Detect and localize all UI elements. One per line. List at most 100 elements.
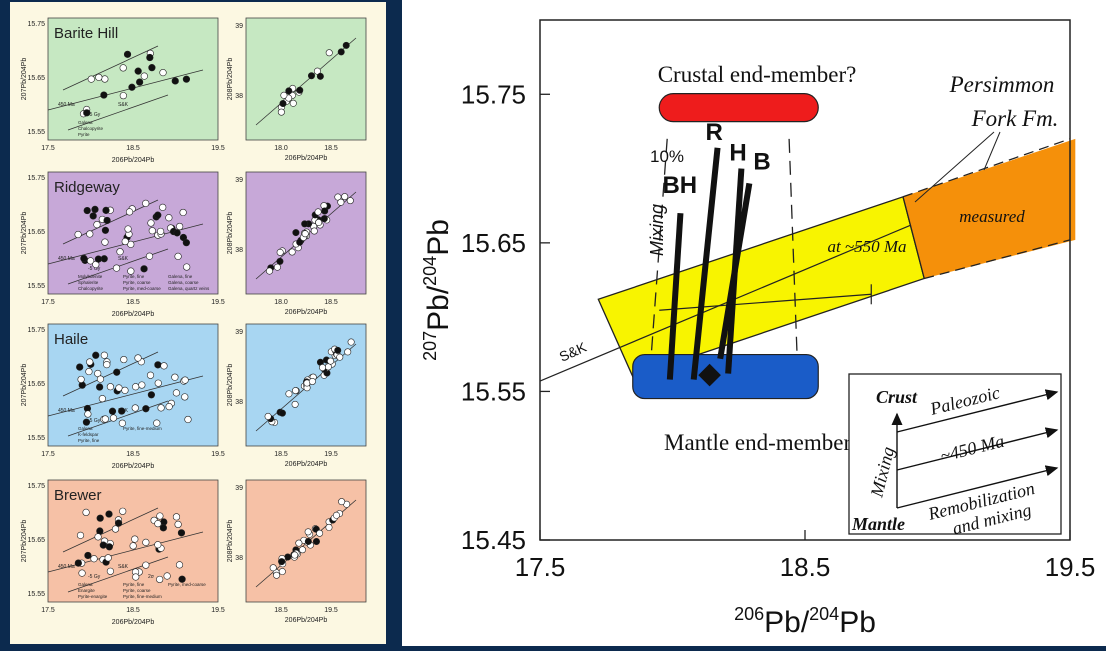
persimmon-label-1: Persimmon [949, 72, 1055, 97]
small-data-point [119, 92, 127, 100]
small-data-point [132, 573, 140, 581]
small-data-point [142, 538, 150, 546]
small-x-tick-label: 17.5 [41, 451, 55, 458]
small-right-y-tick-label: 39 [235, 177, 243, 184]
small-plot-right-frame [245, 17, 367, 141]
small-data-point [134, 67, 142, 75]
measured-bottom-edge [924, 239, 1071, 280]
small-right-data-point [315, 219, 323, 227]
small-legend-entry: K-feldspar [78, 432, 99, 437]
crustal-label: Crustal end-member? [658, 62, 857, 87]
small-right-data-point [344, 348, 352, 356]
small-data-point [154, 211, 162, 219]
small-data-point [99, 541, 107, 549]
small-legend-entry: Galena, coarse [168, 280, 199, 285]
small-data-point [119, 64, 127, 72]
small-data-point [86, 358, 94, 366]
small-data-point [76, 531, 85, 539]
small-right-data-point [347, 338, 355, 346]
x-tick-label: 19.5 [1045, 552, 1096, 582]
small-y-tick-label: 15.55 [27, 591, 45, 598]
small-y-tick-label: 15.75 [27, 175, 45, 182]
small-right-x-axis-label: 206Pb/204Pb [285, 617, 328, 624]
small-right-data-point [312, 537, 320, 545]
small-data-point [131, 535, 139, 543]
small-right-data-point [320, 215, 328, 223]
small-right-data-point [321, 207, 329, 215]
small-x-tick-label: 18.5 [126, 607, 140, 614]
small-right-data-point [279, 100, 287, 108]
small-data-point [125, 208, 134, 216]
small-right-data-point [304, 528, 312, 536]
trend-line-bh [666, 212, 684, 380]
main-chart-svg: BH RH B 17.5 18.5 19.5 15.45 15.55 15.65 15.75 206… [420, 19, 1096, 639]
small-plot-row-1: Barite Hill 15.75 15.65 15.55 17.5 18.5 19.5 20… [21, 17, 367, 164]
small-legend-entry: Galena [78, 120, 93, 125]
small-x-tick-label: 18.5 [126, 145, 140, 152]
small-data-point [76, 363, 84, 371]
small-data-point [123, 50, 132, 58]
small-data-point [154, 520, 162, 528]
small-right-y-tick-label: 39 [235, 23, 243, 30]
small-data-point [83, 109, 91, 117]
small-annotation: S&K [118, 256, 129, 262]
small-y-tick-label: 15.65 [27, 381, 45, 388]
small-right-data-point [338, 498, 346, 506]
small-data-point [142, 561, 150, 569]
small-right-data-point [295, 539, 303, 547]
y-tick-label: 15.65 [461, 228, 526, 258]
small-right-x-tick-label: 19.5 [324, 451, 338, 458]
small-data-point [113, 368, 121, 376]
small-growth-line [47, 531, 204, 573]
small-data-point [142, 405, 150, 413]
small-data-point [118, 419, 126, 427]
mantle-end-member-box [632, 353, 819, 400]
small-right-data-point [289, 99, 297, 107]
small-data-point [140, 265, 148, 273]
small-right-y-axis-label: 208Pb/204Pb [227, 212, 234, 255]
small-plot-title: Ridgeway [54, 179, 120, 196]
small-growth-line [47, 69, 204, 111]
small-right-data-point [280, 91, 288, 99]
small-right-data-point [277, 108, 285, 116]
trend-line-r [690, 147, 721, 380]
small-data-point [172, 513, 181, 521]
small-legend-entry: Pyrite, med-coarse [168, 582, 206, 587]
small-data-point [84, 551, 92, 560]
small-data-point [182, 75, 191, 83]
small-right-data-point [316, 72, 324, 80]
small-right-data-point [346, 197, 354, 205]
small-legend-entry: Pyrite, fine-medium [123, 426, 162, 431]
x-tick-label: 18.5 [780, 552, 831, 582]
small-legend-entry: Pyrite, coarse [123, 588, 151, 593]
small-data-point [105, 510, 113, 518]
small-right-data-point [316, 529, 324, 537]
small-x-tick-label: 18.5 [126, 299, 140, 306]
small-right-x-axis-label: 206Pb/204Pb [285, 461, 328, 468]
small-y-tick-label: 15.55 [27, 435, 45, 442]
small-right-x-tick-label: 18.5 [324, 145, 338, 152]
small-legend-entry: Chalcopyrite [78, 286, 104, 291]
small-data-point [175, 561, 184, 569]
small-right-data-point [291, 400, 299, 408]
insert-arrow-paleozoic [896, 389, 1059, 433]
small-data-point [131, 404, 139, 412]
insert-diagram: Crust Paleozoic~450 MaMixingRemobilizatio… [848, 373, 1062, 538]
small-x-tick-label: 19.5 [211, 607, 225, 614]
small-data-point [84, 410, 92, 418]
small-data-point [121, 386, 129, 394]
small-right-x-axis-label: 206Pb/204Pb [285, 309, 328, 316]
small-data-point [156, 227, 165, 236]
small-right-data-point [265, 267, 273, 275]
small-right-data-point [327, 357, 335, 365]
small-data-point [112, 264, 121, 272]
small-right-data-point [313, 67, 321, 75]
small-annotation: S&K [118, 564, 129, 570]
small-y-tick-label: 15.75 [27, 327, 45, 334]
small-legend-entry: Pyrite, fine [123, 274, 145, 279]
small-data-point [74, 559, 82, 567]
small-data-point [160, 362, 168, 370]
small-legend-entry: Pyrite, fine [78, 438, 100, 443]
small-right-data-point [278, 409, 286, 417]
y-tick-label: 15.75 [461, 79, 526, 109]
